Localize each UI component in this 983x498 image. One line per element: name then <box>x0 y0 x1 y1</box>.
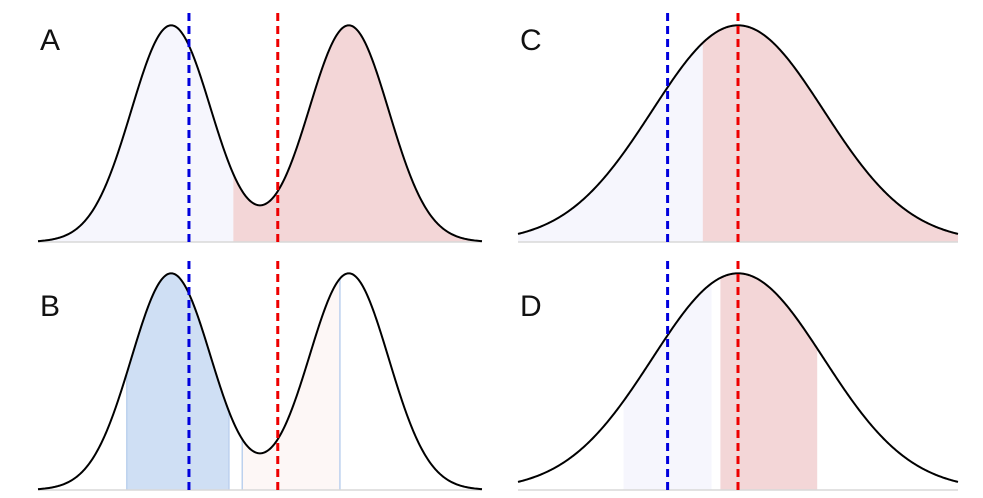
panel-a-label: A <box>40 24 60 57</box>
panel-b-density-curve <box>37 272 483 491</box>
panel-c-label: C <box>520 24 542 57</box>
panel-b-shaded-region-1 <box>126 273 229 490</box>
panel-a-density-curve <box>37 24 483 243</box>
panel-c-density-curve <box>517 24 959 235</box>
panel-d-label: D <box>520 290 542 323</box>
panel-b-regions <box>126 273 341 490</box>
panel-c-shaded-region-1 <box>518 42 703 242</box>
panel-b-label: B <box>40 290 60 323</box>
panel-a: A <box>37 8 483 243</box>
panel-d-regions <box>623 273 818 490</box>
panel-a-regions <box>38 25 482 243</box>
panel-d-shaded-region-2 <box>720 273 818 490</box>
panel-a-vlines <box>187 8 280 242</box>
panel-c-regions <box>518 25 958 242</box>
panel-d-shaded-region-1 <box>623 283 712 490</box>
panel-c: C <box>517 8 959 243</box>
panel-b-shaded-region-2 <box>242 278 340 490</box>
panel-b: B <box>37 256 483 491</box>
panel-d: D <box>517 256 959 491</box>
panel-c-shaded-region-2 <box>702 25 958 242</box>
panel-a-shaded-region-2 <box>233 25 482 242</box>
panel-a-shaded-region-1 <box>38 25 234 243</box>
panel-b-vlines <box>187 256 280 490</box>
panel-d-density-curve <box>517 272 959 483</box>
panel-c-vlines <box>666 8 740 242</box>
panel-d-vlines <box>666 256 740 490</box>
